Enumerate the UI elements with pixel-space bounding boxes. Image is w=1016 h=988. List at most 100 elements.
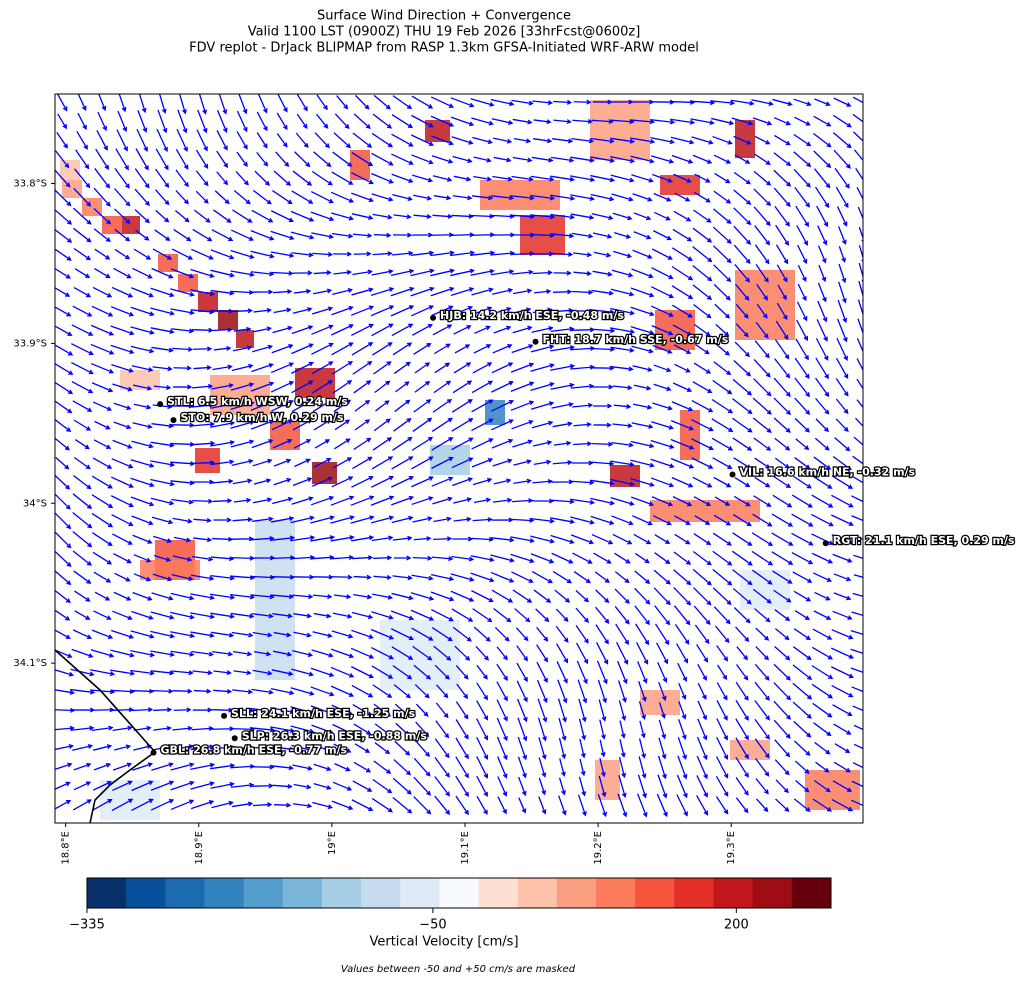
wind-arrow bbox=[537, 717, 547, 742]
wind-arrow bbox=[118, 94, 127, 113]
wind-arrow bbox=[814, 591, 831, 601]
wind-arrow bbox=[411, 476, 434, 488]
wind-arrow bbox=[491, 438, 514, 449]
wind-arrow bbox=[150, 670, 175, 676]
wind-arrow bbox=[496, 646, 508, 661]
wind-arrow bbox=[594, 571, 610, 583]
colorbar-bin bbox=[400, 878, 440, 908]
wind-arrow bbox=[577, 679, 588, 704]
wind-arrow bbox=[191, 248, 214, 260]
wind-arrow bbox=[637, 661, 648, 684]
wind-arrow bbox=[793, 590, 812, 602]
wind-arrow bbox=[71, 324, 94, 336]
wind-arrow bbox=[832, 780, 853, 792]
wind-arrow bbox=[631, 345, 654, 354]
wind-arrow bbox=[193, 688, 212, 694]
wind-arrow bbox=[813, 779, 831, 793]
wind-arrow bbox=[590, 156, 616, 163]
wind-arrow bbox=[210, 593, 236, 600]
wind-arrow bbox=[590, 497, 616, 506]
wind-arrow bbox=[333, 399, 352, 413]
wind-arrow bbox=[791, 494, 813, 508]
wind-arrow bbox=[290, 535, 316, 542]
wind-arrow bbox=[171, 670, 194, 676]
map-field bbox=[55, 94, 863, 820]
wind-arrow bbox=[730, 99, 755, 106]
wind-arrow bbox=[352, 703, 373, 717]
wind-arrow bbox=[651, 325, 674, 336]
wind-arrow bbox=[830, 647, 855, 659]
wind-arrow bbox=[252, 344, 274, 353]
wind-arrow bbox=[111, 629, 135, 639]
wind-arrow bbox=[271, 270, 294, 276]
wind-arrow bbox=[392, 796, 413, 814]
wind-arrow bbox=[434, 776, 451, 797]
wind-arrow bbox=[270, 516, 295, 523]
wind-arrow bbox=[852, 113, 863, 123]
wind-arrow bbox=[672, 496, 693, 507]
wind-arrow bbox=[373, 361, 392, 375]
wind-arrow bbox=[233, 326, 252, 332]
wind-arrow bbox=[170, 268, 195, 279]
wind-arrow bbox=[392, 342, 413, 356]
wind-arrow bbox=[752, 569, 773, 585]
station-marker bbox=[231, 735, 238, 742]
wind-arrow bbox=[114, 228, 131, 242]
wind-arrow bbox=[693, 496, 712, 506]
wind-arrow bbox=[171, 328, 195, 334]
colorbar-bin bbox=[321, 878, 362, 908]
wind-arrow bbox=[693, 209, 712, 223]
wind-arrow bbox=[617, 680, 627, 703]
wind-arrow bbox=[132, 707, 154, 713]
wind-arrow bbox=[333, 743, 352, 753]
wind-arrow bbox=[430, 573, 455, 582]
wind-arrow bbox=[232, 517, 253, 523]
wind-arrow bbox=[714, 496, 731, 506]
wind-arrow bbox=[755, 264, 769, 283]
wind-arrow bbox=[491, 118, 514, 125]
wind-arrow bbox=[571, 232, 594, 239]
station-marker bbox=[822, 540, 829, 547]
wind-arrow bbox=[70, 668, 95, 677]
wind-arrow bbox=[794, 417, 810, 433]
wind-arrow bbox=[130, 459, 155, 468]
wind-arrow bbox=[55, 629, 71, 639]
wind-arrow bbox=[717, 664, 728, 681]
wind-arrow bbox=[791, 532, 814, 546]
wind-arrow bbox=[190, 744, 215, 751]
wind-arrow bbox=[474, 325, 491, 334]
wind-arrow bbox=[132, 267, 153, 279]
wind-arrow bbox=[714, 172, 731, 184]
wind-arrow bbox=[617, 660, 628, 685]
wind-arrow bbox=[55, 169, 71, 188]
wind-arrow bbox=[313, 763, 332, 772]
wind-arrow bbox=[112, 725, 133, 732]
wind-arrow bbox=[858, 262, 863, 283]
wind-arrow bbox=[774, 759, 790, 776]
wind-arrow bbox=[393, 418, 412, 432]
wind-arrow bbox=[455, 665, 469, 680]
wind-arrow bbox=[491, 517, 514, 523]
wind-arrow bbox=[591, 384, 614, 390]
wind-arrow bbox=[293, 439, 312, 449]
wind-arrow bbox=[850, 799, 863, 807]
wind-arrow bbox=[233, 189, 251, 205]
wind-arrow bbox=[353, 574, 372, 580]
wind-arrow bbox=[370, 287, 395, 297]
wind-arrow bbox=[190, 612, 216, 620]
wind-arrow bbox=[550, 534, 575, 544]
wind-arrow bbox=[271, 344, 294, 354]
wind-arrow bbox=[754, 718, 770, 740]
wind-arrow bbox=[314, 132, 330, 149]
wind-arrow bbox=[536, 679, 548, 704]
wind-arrow bbox=[130, 496, 155, 507]
wind-arrow bbox=[351, 342, 374, 356]
wind-arrow bbox=[694, 343, 710, 355]
wind-arrow bbox=[452, 195, 473, 201]
wind-arrow bbox=[371, 193, 394, 202]
wind-arrow bbox=[370, 305, 395, 317]
wind-arrow bbox=[270, 687, 295, 696]
wind-arrow bbox=[392, 535, 413, 541]
cell bbox=[60, 160, 80, 180]
wind-arrow bbox=[150, 460, 176, 467]
